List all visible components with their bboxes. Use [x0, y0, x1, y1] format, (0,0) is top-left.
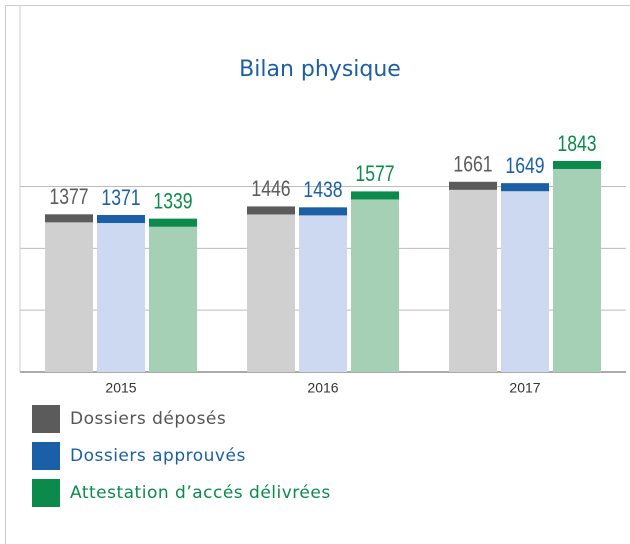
x-tick-label: 2016 — [307, 380, 338, 396]
bar — [149, 218, 197, 372]
bar — [45, 214, 93, 372]
bar — [247, 206, 295, 372]
x-tick-label: 2015 — [105, 380, 136, 396]
bar — [299, 207, 347, 372]
legend-swatch — [32, 442, 60, 470]
data-label: 1446 — [251, 177, 290, 201]
legend-label: Dossiers approuvés — [70, 446, 246, 466]
frame — [5, 5, 630, 544]
legend-swatch — [32, 405, 60, 433]
legend-swatch — [32, 479, 60, 507]
data-label: 1371 — [101, 186, 140, 210]
legend-label: Attestation d’accés délivrées — [70, 483, 331, 503]
data-label: 1339 — [153, 190, 192, 214]
bar — [553, 160, 601, 372]
bar — [351, 191, 399, 372]
data-label: 1843 — [557, 132, 596, 156]
bar — [449, 181, 497, 372]
bar — [97, 215, 145, 372]
chart-title: Bilan physique — [239, 57, 401, 82]
data-label: 1438 — [303, 178, 342, 202]
bar — [501, 183, 549, 372]
x-tick-label: 2017 — [509, 380, 540, 396]
data-label: 1577 — [355, 162, 394, 186]
data-label: 1649 — [505, 154, 544, 178]
data-label: 1661 — [453, 153, 492, 177]
data-label: 1377 — [49, 185, 88, 209]
legend-label: Dossiers déposés — [70, 409, 226, 429]
